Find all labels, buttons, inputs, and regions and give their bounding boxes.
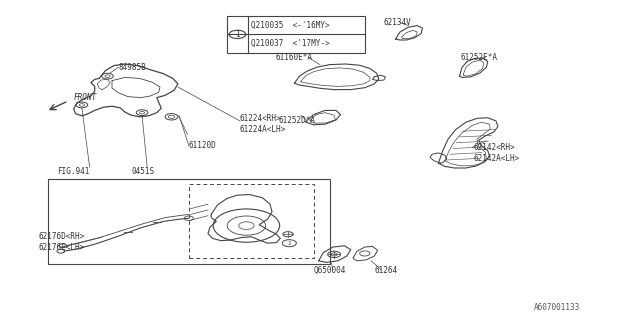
Text: 61252E*A: 61252E*A: [461, 53, 498, 62]
Text: 61224A<LH>: 61224A<LH>: [240, 125, 286, 134]
Text: Q650004: Q650004: [314, 266, 346, 275]
Text: 1: 1: [235, 30, 240, 39]
Text: 62142A<LH>: 62142A<LH>: [474, 154, 520, 163]
Text: 61252D*A: 61252D*A: [278, 116, 316, 124]
Text: Q210037  <'17MY->: Q210037 <'17MY->: [251, 39, 330, 48]
Text: 0451S: 0451S: [131, 167, 154, 176]
Text: Q210035  <-'16MY>: Q210035 <-'16MY>: [251, 21, 330, 30]
Text: 61160E*A: 61160E*A: [275, 53, 312, 62]
Text: 62134V: 62134V: [384, 18, 412, 27]
Text: A607001133: A607001133: [534, 303, 580, 312]
Text: 84985B: 84985B: [118, 63, 146, 72]
Text: 62142<RH>: 62142<RH>: [474, 143, 515, 152]
Text: 61120D: 61120D: [189, 141, 216, 150]
Text: 61264: 61264: [374, 266, 397, 275]
Text: 62176E<LH>: 62176E<LH>: [38, 244, 84, 252]
Text: 62176D<RH>: 62176D<RH>: [38, 232, 84, 241]
Text: 1: 1: [287, 241, 291, 246]
Text: FIG.941: FIG.941: [58, 167, 90, 176]
Bar: [227, 16, 365, 53]
Bar: [48, 179, 330, 264]
Text: 61224<RH>: 61224<RH>: [240, 114, 282, 123]
Text: FRONT: FRONT: [74, 93, 97, 102]
Bar: [189, 184, 314, 258]
